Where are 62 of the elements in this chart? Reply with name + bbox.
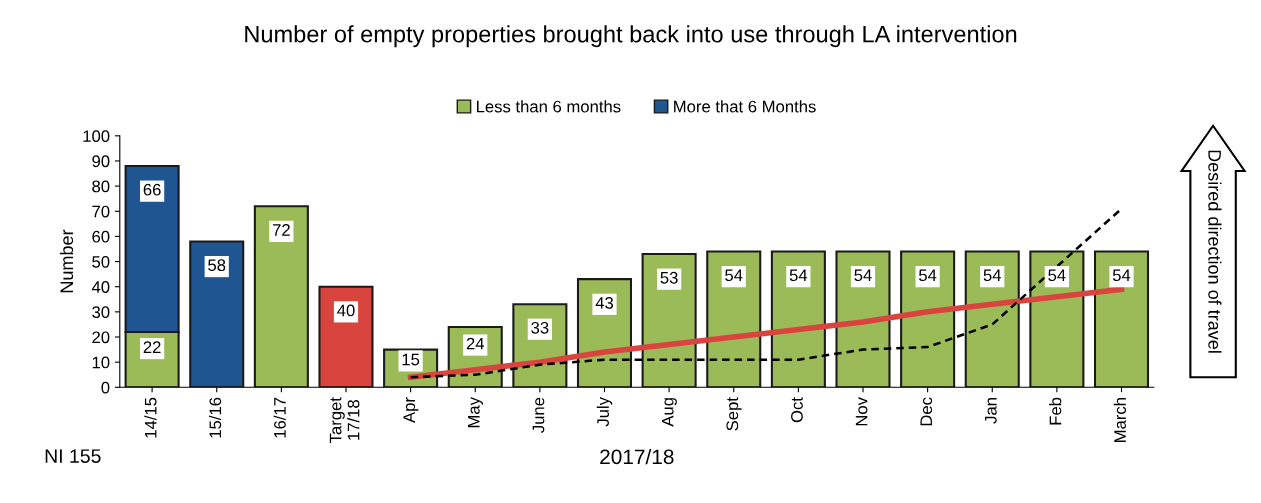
data-label: 53: [660, 271, 678, 284]
x-tick-label: Nov: [855, 397, 868, 426]
x-tick-label: Sept: [726, 397, 742, 431]
y-axis-title: Number: [59, 229, 74, 293]
bar: [770, 250, 826, 388]
data-label: 43: [595, 296, 614, 309]
data-label: 54: [1048, 269, 1066, 282]
bar: [253, 205, 309, 388]
x-tick-label: Jan: [985, 398, 997, 424]
y-tick-label: 50: [92, 255, 110, 268]
text: NI 155: [45, 449, 101, 463]
text: Desired direction of travel: [1208, 150, 1222, 353]
x-tick-label: 14/15: [144, 397, 157, 438]
bar: [1093, 250, 1150, 388]
x-tick-label: 16/17: [273, 397, 286, 438]
bar: [964, 250, 1020, 388]
legend-label: More that 6 Months: [674, 100, 816, 113]
y-tick-label: 90: [92, 155, 110, 168]
x-axis-title: 2017/18: [600, 448, 674, 465]
data-label: 54: [789, 269, 808, 282]
x-tick-label: Apr: [403, 397, 419, 423]
x-tick-label: March: [1113, 398, 1126, 442]
bar: [318, 285, 374, 388]
y-tick-label: 40: [91, 281, 110, 293]
data-label: 22: [143, 341, 161, 353]
x-tick-label: Target 17/18: [329, 397, 360, 443]
data-label: 58: [208, 259, 226, 272]
bar: [900, 250, 956, 388]
y-tick-label: 80: [92, 180, 110, 193]
bar: [706, 250, 762, 388]
data-label: 40: [337, 304, 355, 317]
x-tick-label: Oct: [791, 397, 803, 423]
data-label: 33: [531, 321, 549, 334]
data-label: 54: [919, 269, 937, 282]
data-label: 54: [725, 269, 743, 282]
legend-label: Less than 6 months: [476, 100, 621, 113]
bar: [835, 250, 891, 388]
chart-title: Number of empty properties brought back into use through LA intervention: [245, 25, 1017, 48]
data-label: 72: [272, 224, 290, 236]
bar: [1029, 250, 1085, 388]
x-tick-label: May: [468, 397, 484, 428]
data-label: 66: [143, 183, 161, 196]
x-tick-label: June: [532, 397, 545, 433]
data-label: 54: [983, 269, 1002, 282]
y-tick-label: 60: [92, 230, 110, 243]
data-label: 24: [466, 337, 485, 350]
y-tick-label: 30: [92, 306, 110, 319]
data-label: 54: [854, 269, 872, 282]
x-tick-label: 15/16: [208, 397, 222, 438]
x-tick-label: Aug: [661, 398, 677, 427]
y-tick-label: 20: [92, 331, 110, 344]
x-tick-label: Feb: [1049, 397, 1062, 425]
y-tick-label: 10: [92, 356, 110, 369]
x-tick-label: Dec: [920, 397, 933, 426]
x-tick-label: July: [596, 397, 613, 427]
y-tick-label: 100: [83, 130, 110, 143]
bar: [641, 252, 697, 388]
y-tick-label: 70: [92, 205, 110, 218]
bar: [189, 240, 245, 388]
y-tick-label: 0: [101, 381, 110, 394]
data-label: 54: [1112, 269, 1131, 282]
data-label: 15: [402, 353, 420, 366]
